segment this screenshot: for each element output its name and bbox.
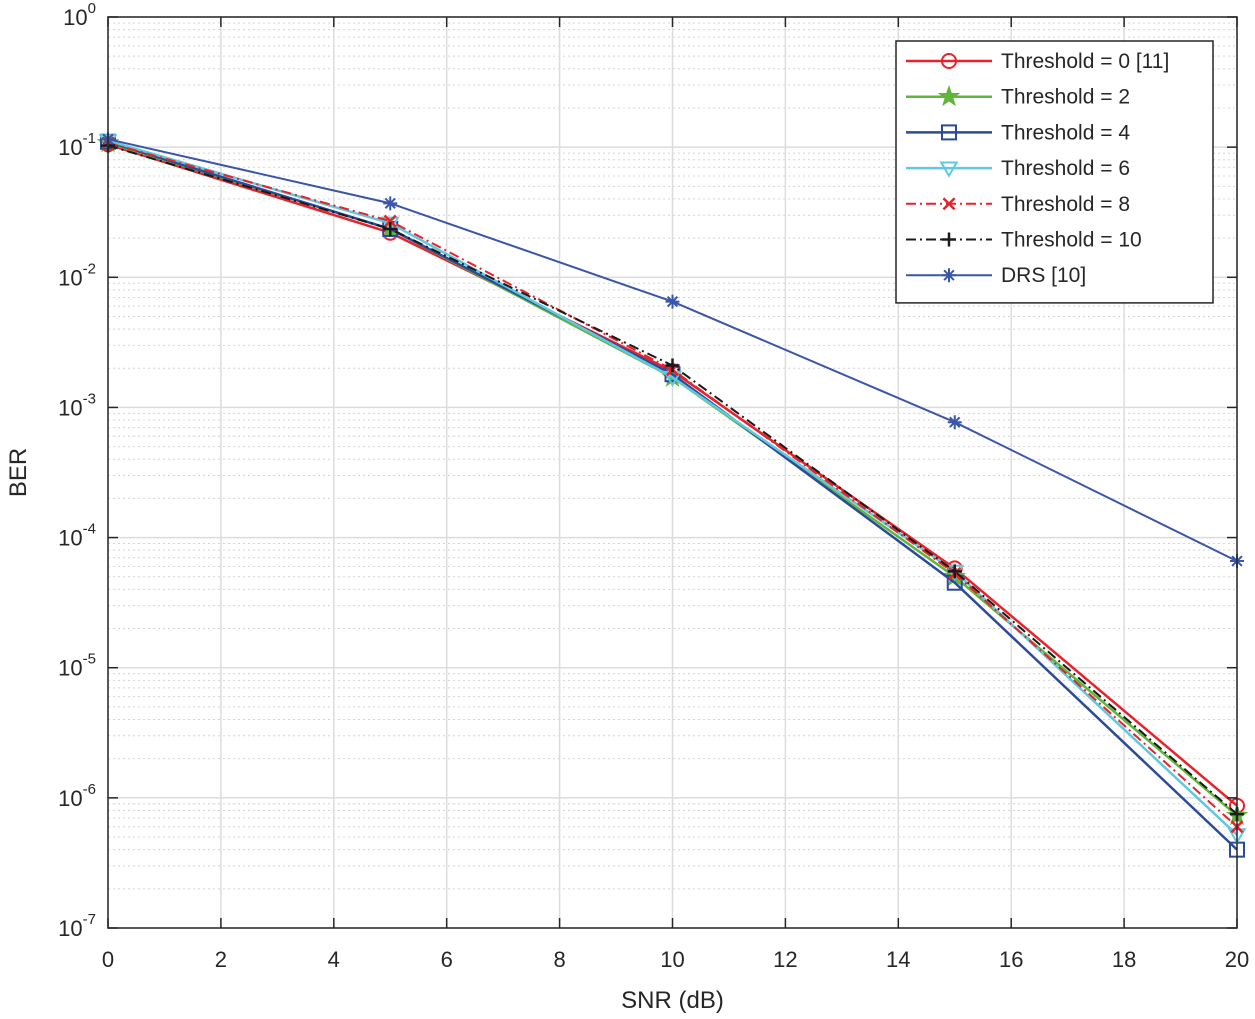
y-tick-label: 10-3 — [58, 390, 96, 420]
legend-label: Threshold = 6 — [1001, 157, 1130, 180]
legend-entry: Threshold = 4 — [906, 121, 1130, 144]
data-point — [383, 196, 398, 211]
x-tick-label: 12 — [773, 947, 797, 972]
legend-marker — [941, 124, 957, 141]
legend-label: Threshold = 4 — [1001, 121, 1130, 144]
y-tick-label: 100 — [63, 0, 96, 30]
legend-label: Threshold = 10 — [1001, 229, 1142, 252]
data-point — [947, 415, 962, 430]
y-tick-label: 10-7 — [58, 911, 96, 941]
data-point — [947, 564, 962, 579]
x-tick-label: 6 — [441, 947, 453, 972]
y-axis-label: BER — [5, 448, 32, 497]
x-tick-label: 16 — [999, 947, 1023, 972]
y-tick-label: 10-5 — [58, 651, 96, 681]
legend-label: Threshold = 2 — [1001, 86, 1130, 109]
series-layer — [96, 130, 1249, 858]
x-tick-label: 0 — [102, 947, 114, 972]
legend-entry: Threshold = 10 — [906, 229, 1142, 252]
legend-marker — [937, 85, 961, 107]
y-tick-label: 10-6 — [58, 781, 96, 811]
legend-label: DRS [10] — [1001, 264, 1086, 287]
x-tick-label: 4 — [328, 947, 340, 972]
legend-marker — [942, 232, 956, 247]
legend-marker — [942, 197, 956, 211]
data-point — [383, 221, 398, 236]
legend-marker — [942, 268, 956, 283]
y-tick-label: 10-2 — [58, 260, 96, 290]
legend-entry: Threshold = 6 — [906, 157, 1130, 180]
legend-box — [895, 40, 1214, 304]
x-tick-label: 20 — [1225, 947, 1249, 972]
legend-entry: DRS [10] — [906, 264, 1086, 287]
series-line — [107, 141, 1238, 828]
y-tick-label: 10-4 — [58, 521, 96, 551]
x-axis-ticks: 0 2 4 6 8 10 12 14 16 18 20 — [102, 17, 1249, 972]
y-tick-label: 10-1 — [58, 130, 96, 160]
x-tick-label: 8 — [553, 947, 565, 972]
legend-marker — [939, 161, 959, 178]
x-axis-label: SNR (dB) — [621, 987, 724, 1014]
legend-entry: Threshold = 0 [11] — [906, 50, 1169, 73]
series-line — [107, 140, 1238, 851]
legend-label: Threshold = 0 [11] — [1001, 50, 1169, 73]
data-point — [665, 294, 680, 309]
y-axis-ticks: 100 10-1 10-2 10-3 10-4 10-5 10-6 10-7 — [58, 0, 1237, 941]
legend-entry: Threshold = 2 — [906, 85, 1130, 109]
legend-label: Threshold = 8 — [1001, 193, 1130, 216]
x-tick-label: 2 — [215, 947, 227, 972]
x-tick-label: 10 — [660, 947, 684, 972]
x-tick-label: 14 — [886, 947, 910, 972]
legend-entry: Threshold = 8 — [906, 193, 1130, 216]
data-point — [665, 358, 680, 373]
x-tick-label: 18 — [1112, 947, 1136, 972]
legend-marker — [941, 53, 957, 69]
data-point — [383, 214, 397, 228]
legend: Threshold = 0 [11] Threshold = 2 Threshold… — [895, 40, 1214, 304]
